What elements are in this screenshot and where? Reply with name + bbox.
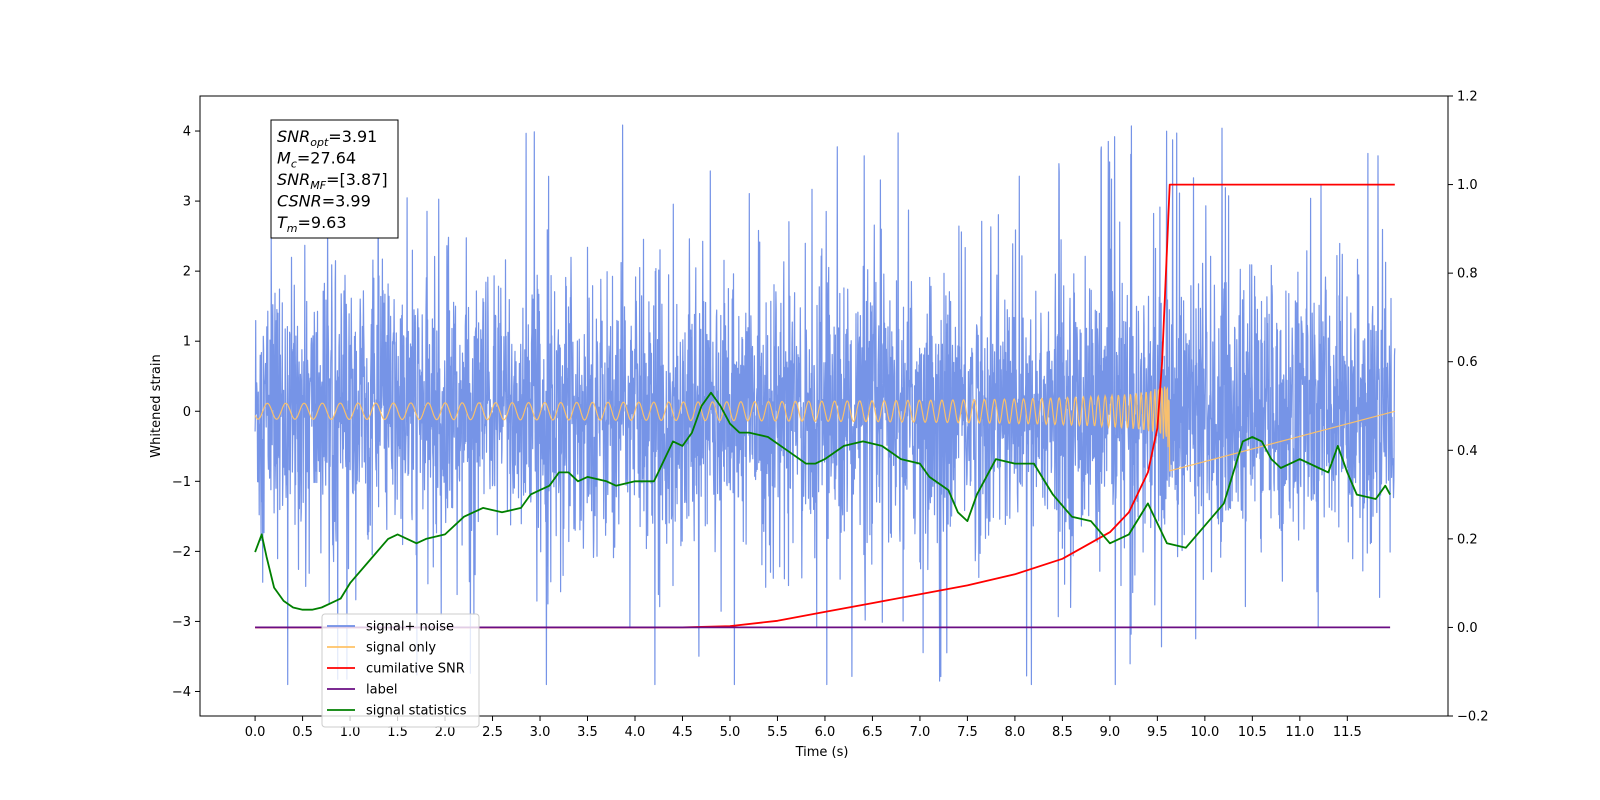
x-tick-label: 2.0 bbox=[435, 725, 456, 740]
y-right-axis: −0.2 0.0 0.2 0.4 0.6 0.8 1.0 1.2 bbox=[1448, 90, 1489, 725]
annotation-line: Tm=9.63 bbox=[277, 213, 347, 235]
x-tick-label: 6.5 bbox=[862, 725, 883, 740]
x-tick-label: 11.5 bbox=[1333, 725, 1362, 740]
y-right-tick-label: −0.2 bbox=[1457, 710, 1489, 725]
y-left-tick-label: 0 bbox=[183, 405, 191, 420]
x-tick-label: 8.0 bbox=[1005, 725, 1026, 740]
series-signal-only bbox=[254, 386, 1395, 472]
x-tick-label: 1.5 bbox=[387, 725, 408, 740]
series-signal-noise bbox=[254, 124, 1396, 686]
x-tick-label: 9.0 bbox=[1100, 725, 1121, 740]
x-axis-label: Time (s) bbox=[795, 745, 849, 760]
x-tick-label: 10.5 bbox=[1238, 725, 1267, 740]
y-right-tick-label: 1.0 bbox=[1457, 178, 1478, 193]
annotation-line: SNRMF=[3.87] bbox=[277, 170, 388, 192]
x-tick-label: 11.0 bbox=[1285, 725, 1314, 740]
annotation-box: SNRopt=3.91Mc=27.64SNRMF=[3.87]CSNR=3.99… bbox=[270, 119, 399, 239]
x-tick-label: 4.5 bbox=[672, 725, 693, 740]
y-left-tick-label: −2 bbox=[172, 545, 191, 560]
legend-label: cumilative SNR bbox=[366, 662, 465, 677]
x-tick-label: 5.0 bbox=[720, 725, 741, 740]
legend-label: signal+ noise bbox=[366, 620, 454, 635]
x-tick-label: 8.5 bbox=[1052, 725, 1073, 740]
y-left-tick-label: 3 bbox=[183, 195, 191, 210]
y-left-tick-label: −1 bbox=[172, 475, 191, 490]
annotation-line: SNRopt=3.91 bbox=[277, 127, 377, 149]
x-tick-label: 7.0 bbox=[910, 725, 931, 740]
y-left-tick-label: −3 bbox=[172, 615, 191, 630]
x-tick-label: 3.5 bbox=[577, 725, 598, 740]
y-left-tick-label: −4 bbox=[172, 685, 191, 700]
annotation-line: Mc=27.64 bbox=[277, 149, 356, 171]
x-tick-label: 1.0 bbox=[340, 725, 361, 740]
series-cumilative-snr bbox=[255, 183, 1395, 629]
x-tick-label: 5.5 bbox=[767, 725, 788, 740]
x-tick-label: 4.0 bbox=[625, 725, 646, 740]
legend-label: label bbox=[366, 683, 397, 698]
x-tick-label: 7.5 bbox=[957, 725, 978, 740]
legend-label: signal only bbox=[366, 641, 436, 656]
y-right-tick-label: 0.2 bbox=[1457, 532, 1478, 547]
y-left-tick-label: 1 bbox=[183, 335, 191, 350]
x-tick-label: 6.0 bbox=[815, 725, 836, 740]
legend: signal+ noise signal only cumilative SNR la… bbox=[321, 613, 480, 728]
y-left-axis: −4 −3 −2 −1 0 1 2 3 4 bbox=[172, 125, 200, 700]
y-right-tick-label: 0.8 bbox=[1457, 267, 1478, 282]
y-left-tick-label: 2 bbox=[183, 265, 191, 280]
y-right-tick-label: 1.2 bbox=[1457, 90, 1478, 105]
annotation-line: CSNR=3.99 bbox=[277, 192, 371, 211]
y-right-tick-label: 0.0 bbox=[1457, 621, 1478, 636]
legend-frame bbox=[321, 613, 480, 728]
x-tick-label: 2.5 bbox=[482, 725, 503, 740]
x-tick-label: 0.0 bbox=[245, 725, 266, 740]
x-tick-label: 0.5 bbox=[292, 725, 313, 740]
series-signal-statistics bbox=[254, 391, 1391, 611]
y-right-tick-label: 0.4 bbox=[1457, 444, 1478, 459]
plot-frame bbox=[199, 95, 1449, 717]
x-tick-label: 10.0 bbox=[1190, 725, 1219, 740]
y-right-tick-label: 0.6 bbox=[1457, 355, 1478, 370]
legend-label: signal statistics bbox=[366, 704, 467, 719]
x-tick-label: 3.0 bbox=[530, 725, 551, 740]
x-axis: 0.0 0.5 1.0 1.5 2.0 2.5 3.0 3.5 4.0 4.5 5.0 5.5 6.0 6… bbox=[245, 716, 1362, 740]
annotation-frame bbox=[270, 119, 399, 239]
x-tick-label: 9.5 bbox=[1147, 725, 1168, 740]
y-left-tick-label: 4 bbox=[183, 125, 191, 140]
y-axis-label: Whitened strain bbox=[149, 354, 164, 457]
